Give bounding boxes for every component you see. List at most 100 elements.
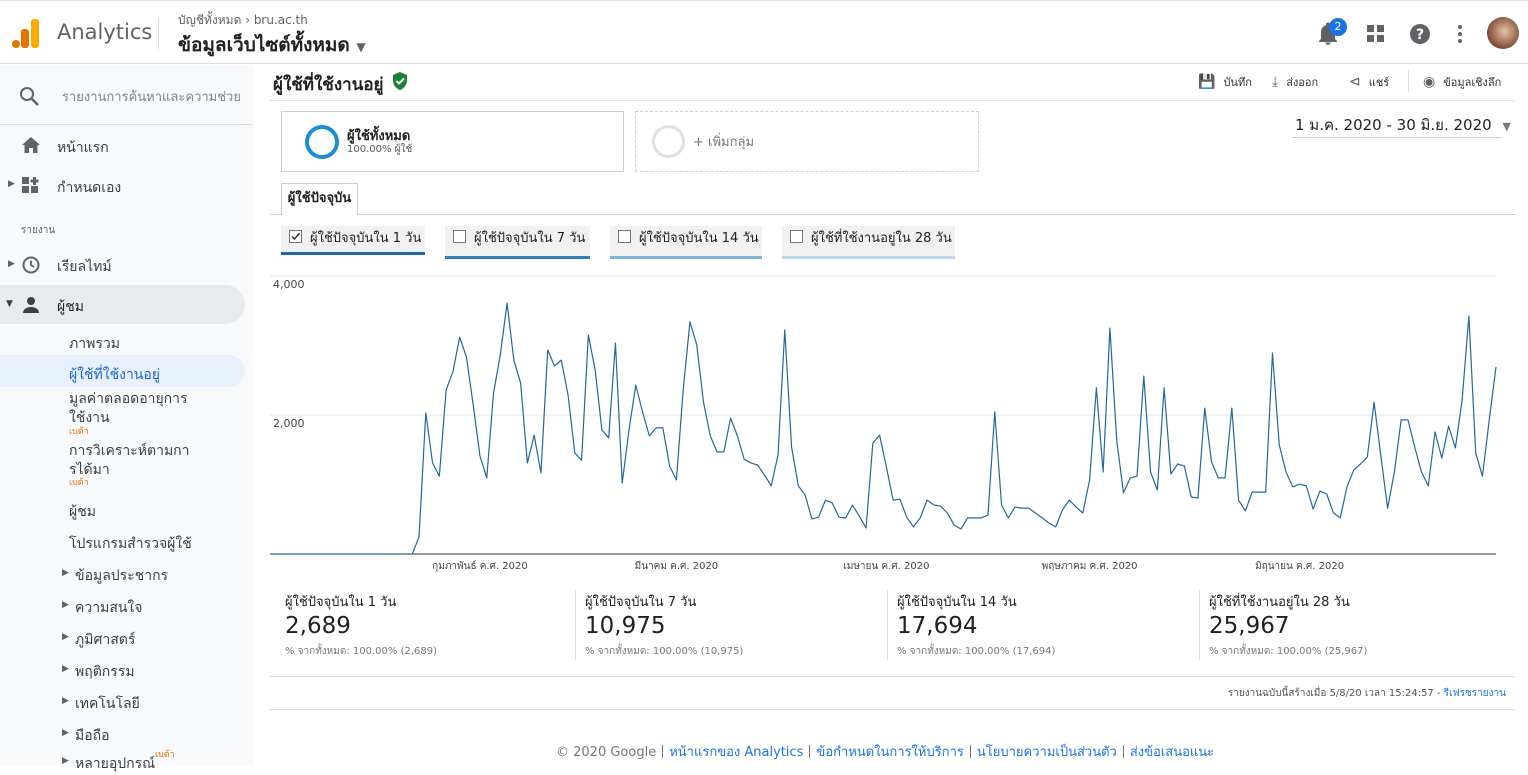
footer-link[interactable]: นโยบายความเป็นส่วนตัว	[976, 745, 1117, 760]
action-button[interactable]: 💾 บันทึก	[1198, 73, 1252, 91]
nav-selected	[0, 355, 245, 387]
beta-label: เบต้า	[69, 478, 89, 488]
summary-value: 17,694	[897, 613, 978, 639]
refresh-link[interactable]: รีเฟรชรายงาน	[1443, 688, 1506, 699]
metric-toggle[interactable]: ผู้ใช้ปัจจุบันใน 1 วัน	[281, 226, 425, 255]
action-button[interactable]: ⊲ แชร์	[1349, 73, 1389, 91]
action-icon: 💾	[1198, 74, 1216, 90]
verified-icon	[393, 72, 407, 90]
tab[interactable]: ผู้ใช้ปัจจุบัน	[281, 183, 358, 215]
section-heading: รายงาน	[21, 225, 56, 236]
summary-detail: % จากทั้งหมด: 100.00% (10,975)	[585, 646, 744, 657]
breadcrumb-account[interactable]: บัญชีทั้งหมด	[178, 13, 242, 27]
nav-customization[interactable]: กำหนดเอง	[57, 180, 122, 196]
copyright: © 2020 Google	[556, 745, 657, 760]
checkbox	[790, 230, 803, 243]
nav-item[interactable]: พฤติกรรม	[75, 664, 135, 680]
metric-label: ผู้ใช้ที่ใช้งานอยู่ใน 28 วัน	[811, 231, 952, 246]
nav-item[interactable]: โปรแกรมสำรวจผู้ใช้	[69, 536, 192, 552]
metric-toggle[interactable]: ผู้ใช้ปัจจุบันใน 7 วัน	[445, 226, 590, 259]
expand-arrow: ▶	[62, 568, 69, 578]
notification-badge: 2	[1329, 18, 1347, 36]
search-icon	[20, 87, 39, 106]
expand-arrow: ▶	[62, 756, 69, 766]
expand-arrow: ▶	[62, 728, 69, 738]
more[interactable]	[1456, 24, 1464, 44]
x-tick-label: มิถุนายน ค.ศ. 2020	[1255, 561, 1344, 572]
nav-item[interactable]: ภาพรวม	[69, 336, 120, 352]
report-title: ผู้ใช้ที่ใช้งานอยู่	[273, 75, 384, 95]
summary-value: 2,689	[285, 613, 351, 639]
clock-icon	[22, 256, 40, 274]
nav-item[interactable]: เทคโนโลยี	[75, 696, 140, 712]
app-name: Analytics	[57, 20, 153, 44]
divider	[158, 17, 159, 49]
metric-toggle[interactable]: ผู้ใช้ที่ใช้งานอยู่ใน 28 วัน	[782, 226, 955, 259]
nav-item[interactable]: ความสนใจ	[75, 600, 143, 616]
apps[interactable]	[1367, 25, 1385, 43]
nav-item[interactable]: ผู้ชม	[69, 504, 96, 520]
nav-item[interactable]: มือถือ	[75, 728, 110, 744]
x-tick-label: เมษายน ค.ศ. 2020	[843, 561, 929, 572]
beta-label: เบต้า	[155, 750, 175, 760]
action-button[interactable]: ⤓ ส่งออก	[1272, 73, 1318, 91]
footer: © 2020 Google หน้าแรกของ Analytics ข้อกำหน…	[556, 741, 1214, 762]
date-range[interactable]: 1 ม.ค. 2020 - 30 มิ.ย. 2020 ▼	[1295, 116, 1511, 134]
segment-ring	[305, 125, 339, 159]
nav-audience[interactable]: ผู้ชม	[57, 299, 84, 315]
divider	[270, 676, 1515, 677]
divider	[575, 590, 576, 660]
nav-item[interactable]: ผู้ใช้ที่ใช้งานอยู่	[69, 367, 160, 383]
divider	[0, 124, 253, 125]
footer-link[interactable]: ส่งข้อเสนอแนะ	[1129, 745, 1215, 760]
action-label: ข้อมูลเชิงลึก	[1443, 76, 1502, 89]
x-tick-label: กุมภาพันธ์ ค.ศ. 2020	[432, 560, 528, 572]
segment-card[interactable]	[281, 111, 624, 172]
action-button[interactable]: ◉ ข้อมูลเชิงลึก	[1423, 73, 1501, 91]
add-segment-card[interactable]	[635, 111, 979, 172]
avatar[interactable]	[1487, 17, 1519, 49]
summary-detail: % จากทั้งหมด: 100.00% (25,967)	[1209, 646, 1368, 657]
footer-link[interactable]: หน้าแรกของ Analytics	[669, 745, 804, 760]
svg-text:?: ?	[1416, 27, 1424, 43]
nav-item[interactable]: ข้อมูลประชากร	[75, 568, 169, 584]
separator	[1122, 745, 1124, 758]
search-box[interactable]: รายงานการค้นหาและความช่วย	[62, 90, 241, 105]
sidebar: รายงานการค้นหาและความช่วย หน้าแรก ▶ กำหน…	[0, 65, 253, 772]
nav-item[interactable]: มูลค่าตลอดอายุการใช้งาน	[69, 391, 188, 426]
add-segment-ring	[652, 125, 685, 158]
add-segment[interactable]: + เพิ่มกลุ่ม	[693, 135, 755, 150]
divider	[270, 100, 1515, 101]
nav-item[interactable]: การวิเคราะห์ตามการได้มา	[69, 443, 190, 478]
metric-label: ผู้ใช้ปัจจุบันใน 14 วัน	[639, 231, 759, 246]
footer-link[interactable]: ข้อกำหนดในการให้บริการ	[816, 745, 964, 760]
action-label: ส่งออก	[1286, 76, 1319, 89]
segment-name: ผู้ใช้ทั้งหมด	[347, 129, 411, 144]
logo	[12, 19, 39, 48]
summary-detail: % จากทั้งหมด: 100.00% (17,694)	[897, 646, 1056, 657]
nav-home[interactable]: หน้าแรก	[57, 140, 109, 156]
nav-realtime[interactable]: เรียลไทม์	[57, 259, 112, 275]
summary-label: ผู้ใช้ปัจจุบันใน 1 วัน	[285, 595, 397, 610]
top-bar: Analytics บัญชีทั้งหมด › bru.ac.th ข้อมู…	[0, 0, 1528, 64]
report-generated: รายงานฉบับนี้สร้างเมื่อ 5/8/20 เวลา 15:2…	[1228, 686, 1506, 701]
expand-arrow: ▶	[8, 259, 15, 269]
view-selector[interactable]: ข้อมูลเว็บไซต์ทั้งหมด ▼	[178, 34, 366, 56]
person-icon	[23, 297, 39, 313]
nav-highlight	[0, 285, 245, 324]
nav-item[interactable]: ภูมิศาสตร์	[75, 632, 136, 648]
help[interactable]: ?	[1409, 23, 1431, 45]
expand-arrow: ▶	[62, 600, 69, 610]
view-name: ข้อมูลเว็บไซต์ทั้งหมด	[178, 34, 350, 56]
metric-toggle[interactable]: ผู้ใช้ปัจจุบันใน 14 วัน	[610, 226, 762, 259]
separator	[969, 745, 971, 758]
x-tick-label: มีนาคม ค.ศ. 2020	[635, 560, 719, 572]
home-icon	[22, 137, 40, 153]
checkbox	[453, 230, 466, 243]
nav-item[interactable]: หลายอุปกรณ์	[75, 756, 156, 772]
breadcrumb-property[interactable]: bru.ac.th	[253, 13, 308, 27]
action-icon: ⤓	[1272, 74, 1279, 90]
action-label: บันทึก	[1223, 76, 1252, 89]
